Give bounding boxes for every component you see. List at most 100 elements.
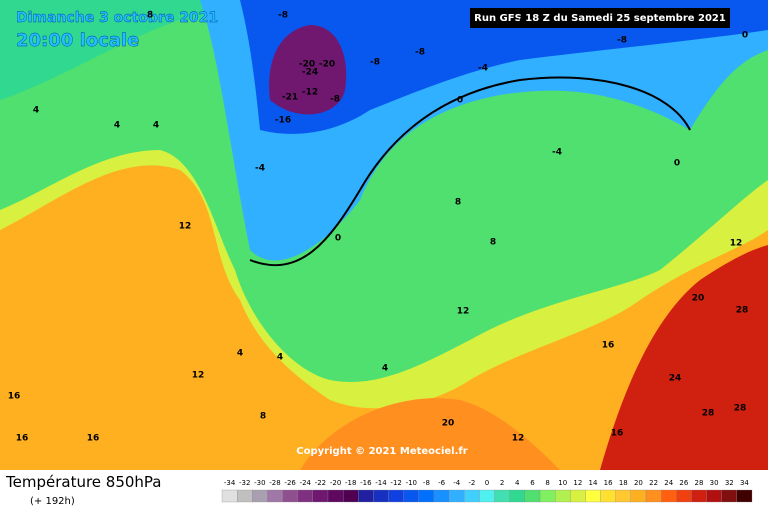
legend-tick-label: 22 <box>649 479 658 487</box>
legend-tick-label: 0 <box>485 479 489 487</box>
contour-label: 16 <box>602 341 615 351</box>
legend-swatch <box>388 489 404 503</box>
legend-swatch <box>630 489 647 503</box>
legend-swatch <box>585 489 601 503</box>
contour-label: 0 <box>742 31 748 41</box>
legend-swatch <box>342 489 359 503</box>
legend-tick-label: 4 <box>515 479 520 487</box>
legend-tick-label: 14 <box>589 479 598 487</box>
contour-label: 4 <box>153 121 159 131</box>
zone-purple <box>269 25 347 115</box>
legend-swatch <box>539 489 556 503</box>
legend-swatch <box>706 489 722 503</box>
legend-swatch <box>312 489 329 503</box>
legend-tick-label: 20 <box>634 479 643 487</box>
legend-swatch <box>433 489 450 503</box>
zone-orange <box>300 398 560 470</box>
contour-label: 16 <box>87 434 100 444</box>
contour-label: -8 <box>278 11 288 21</box>
contour-label: -21 <box>282 93 298 103</box>
legend-tick-label: -34 <box>224 479 236 487</box>
legend-swatch <box>494 489 510 503</box>
legend-tick-label: 34 <box>740 479 749 487</box>
legend-tick-label: -30 <box>254 479 265 487</box>
legend-swatch <box>554 489 571 503</box>
legend-tick-label: -16 <box>360 479 372 487</box>
legend-tick-label: -6 <box>438 479 446 487</box>
legend-tick-label: -8 <box>423 479 430 487</box>
contour-label: 24 <box>669 374 682 384</box>
contour-label: 0 <box>335 234 341 244</box>
contour-label: 16 <box>16 434 29 444</box>
contour-label: 16 <box>611 429 624 439</box>
legend-tick-label: 24 <box>664 479 673 487</box>
contour-label: -20 <box>299 60 315 70</box>
contour-label: 12 <box>457 307 470 317</box>
contour-label: 0 <box>457 96 463 106</box>
legend-tick-label: 26 <box>679 479 688 487</box>
contour-label: -8 <box>330 95 340 105</box>
legend-tick-label: 6 <box>530 479 535 487</box>
legend-swatch <box>282 489 298 503</box>
contour-label: -20 <box>319 60 335 70</box>
legend-swatch <box>676 489 692 503</box>
contour-label: 28 <box>736 306 749 316</box>
contour-label: 28 <box>702 409 715 419</box>
contour-label: 4 <box>237 349 243 359</box>
legend-tick-label: -10 <box>406 479 417 487</box>
legend-swatch <box>236 489 253 503</box>
contour-label: -8 <box>415 48 425 58</box>
legend-swatch <box>570 489 586 503</box>
legend-tick-label: -18 <box>345 479 356 487</box>
zone-green <box>0 0 768 382</box>
legend-swatch <box>660 489 677 503</box>
legend-swatch <box>464 489 480 503</box>
time: 20:00 locale <box>16 30 139 51</box>
legend-tick-label: 30 <box>710 479 719 487</box>
legend-tick-label: -2 <box>468 479 475 487</box>
contour-label: 8 <box>490 238 496 248</box>
legend-swatch <box>615 489 632 503</box>
contour-label: -8 <box>370 58 380 68</box>
contour-label: 4 <box>382 364 388 374</box>
contour-label: 8 <box>260 412 266 422</box>
legend-swatch <box>267 489 283 503</box>
legend-tick-label: 16 <box>604 479 613 487</box>
zone-green-dark <box>0 0 768 100</box>
legend-tick-label: -20 <box>330 479 341 487</box>
contour-label: -4 <box>478 64 488 74</box>
contour-label: 16 <box>8 392 21 402</box>
legend-swatch <box>691 489 707 503</box>
contour-label: 4 <box>114 121 120 131</box>
run-box <box>470 8 730 28</box>
contour-label: -8 <box>515 18 525 28</box>
legend-tick-label: -4 <box>453 479 461 487</box>
legend-tick-label: 12 <box>573 479 582 487</box>
legend-swatch <box>221 489 238 503</box>
legend-tick-label: -28 <box>269 479 280 487</box>
legend-swatch <box>418 489 435 503</box>
contour-label: 8 <box>147 11 153 21</box>
footer-lead: (+ 192h) <box>30 496 75 507</box>
legend-tick-label: 8 <box>545 479 549 487</box>
zone-red <box>600 245 768 470</box>
footer-title: Température 850hPa <box>5 473 162 491</box>
contour-label: 4 <box>277 353 283 363</box>
zone-blue-dark <box>240 0 768 134</box>
legend-tick-label: -32 <box>239 479 250 487</box>
contour-label: 4 <box>33 106 39 116</box>
legend-tick-label: 10 <box>558 479 567 487</box>
legend-swatch <box>509 489 526 503</box>
legend-swatch <box>297 489 314 503</box>
legend-tick-label: -14 <box>375 479 387 487</box>
legend-tick-label: 28 <box>695 479 704 487</box>
contour-label: -16 <box>275 116 291 126</box>
legend-tick-label: 18 <box>619 479 628 487</box>
legend-swatch <box>252 489 268 503</box>
contour-label: -8 <box>617 36 627 46</box>
run-info: Run GFS 18 Z du Samedi 25 septembre 2021 <box>474 13 726 24</box>
contour-label: 28 <box>734 404 747 414</box>
legend-swatch <box>524 489 541 503</box>
